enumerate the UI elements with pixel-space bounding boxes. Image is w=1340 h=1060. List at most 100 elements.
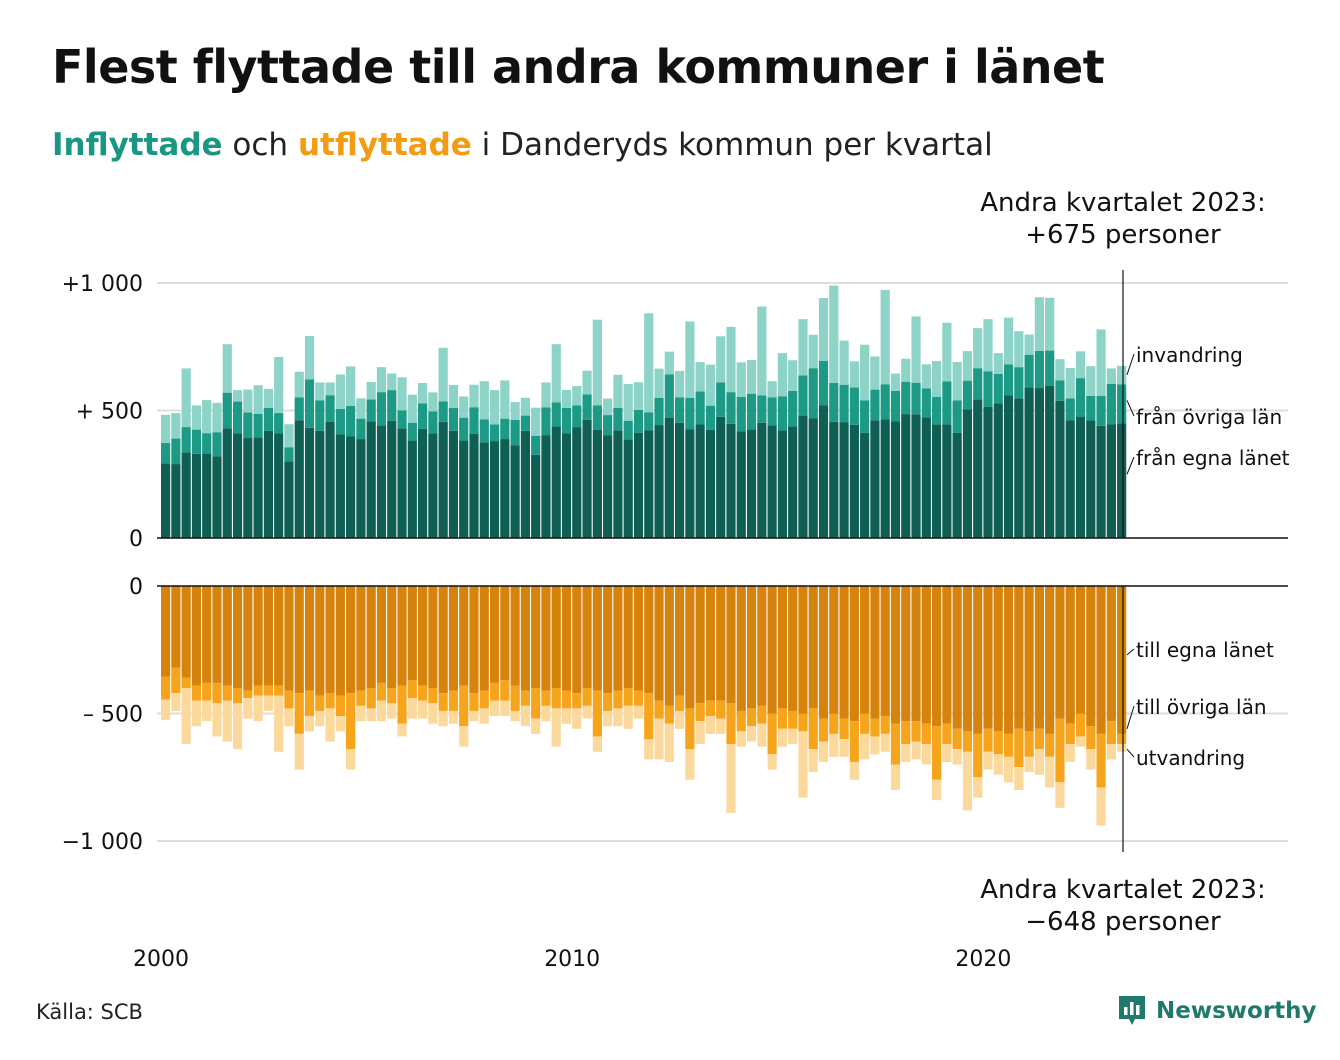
bar-utflyttade-ovriga-lan — [818, 718, 829, 742]
bar-utflyttade-utvandring — [376, 700, 387, 722]
bar-inflyttade-invandring — [1034, 297, 1044, 351]
annotation-utflyttade-line2: −648 personer — [1025, 907, 1221, 937]
bar-utflyttade-egna-lanet — [849, 586, 859, 722]
bar-utflyttade-utvandring — [304, 716, 315, 732]
bar-inflyttade-egna-lanet — [1117, 423, 1127, 538]
bar-inflyttade-egna-lanet — [274, 433, 284, 538]
bar-utflyttade-ovriga-lan — [716, 700, 726, 719]
bar-utflyttade-egna-lanet — [356, 586, 366, 691]
bar-inflyttade-egna-lanet — [829, 421, 839, 538]
bar-utflyttade-ovriga-lan — [993, 731, 1003, 755]
bar-utflyttade-egna-lanet — [376, 586, 387, 683]
bar-utflyttade-egna-lanet — [818, 586, 829, 719]
bar-inflyttade-invandring — [818, 298, 829, 361]
bar-utflyttade-egna-lanet — [325, 586, 335, 694]
bar-inflyttade-egna-lanet — [448, 430, 459, 538]
bar-utflyttade-egna-lanet — [459, 586, 469, 686]
bar-inflyttade-invandring — [633, 382, 644, 410]
bar-utflyttade-utvandring — [397, 723, 407, 737]
bar-utflyttade-egna-lanet — [161, 586, 171, 677]
bar-inflyttade-egna-lanet — [808, 418, 818, 538]
bar-inflyttade-egna-lanet — [1024, 387, 1034, 538]
bar-inflyttade-invandring — [284, 424, 294, 448]
bar-inflyttade-ovriga-lan — [685, 398, 695, 430]
bar-inflyttade-invandring — [952, 362, 962, 401]
bar-inflyttade-ovriga-lan — [263, 407, 273, 431]
bar-inflyttade-invandring — [798, 319, 808, 376]
bar-inflyttade-egna-lanet — [335, 434, 345, 538]
bar-inflyttade-egna-lanet — [418, 428, 428, 538]
bar-utflyttade-utvandring — [818, 741, 829, 762]
y-tick-label-lower: −1 000 — [62, 830, 143, 855]
bar-utflyttade-utvandring — [294, 733, 304, 770]
bar-utflyttade-utvandring — [438, 710, 448, 727]
bar-utflyttade-egna-lanet — [860, 586, 870, 714]
bar-inflyttade-egna-lanet — [325, 421, 335, 538]
bar-inflyttade-invandring — [921, 364, 931, 389]
bar-inflyttade-invandring — [191, 405, 202, 430]
bar-utflyttade-ovriga-lan — [418, 685, 428, 701]
bar-inflyttade-ovriga-lan — [932, 396, 942, 425]
bar-inflyttade-ovriga-lan — [212, 432, 222, 457]
bar-utflyttade-ovriga-lan — [191, 685, 202, 701]
y-tick-label-upper: + 500 — [76, 400, 143, 425]
bar-utflyttade-egna-lanet — [531, 586, 541, 688]
bar-inflyttade-invandring — [1106, 368, 1116, 384]
bar-inflyttade-egna-lanet — [541, 435, 551, 538]
bar-utflyttade-utvandring — [890, 764, 901, 790]
bar-inflyttade-ovriga-lan — [664, 374, 674, 418]
bar-utflyttade-ovriga-lan — [767, 713, 777, 755]
bar-utflyttade-ovriga-lan — [376, 682, 387, 701]
bar-inflyttade-ovriga-lan — [1003, 364, 1014, 396]
bar-utflyttade-ovriga-lan — [438, 693, 448, 711]
bar-utflyttade-utvandring — [181, 688, 191, 745]
bar-utflyttade-ovriga-lan — [685, 708, 695, 750]
bar-inflyttade-invandring — [1055, 359, 1065, 381]
bar-inflyttade-egna-lanet — [664, 417, 674, 538]
bar-inflyttade-egna-lanet — [222, 428, 232, 538]
bar-utflyttade-ovriga-lan — [1034, 728, 1044, 750]
bar-utflyttade-ovriga-lan — [592, 690, 602, 737]
bar-inflyttade-ovriga-lan — [757, 395, 767, 423]
bar-inflyttade-ovriga-lan — [1045, 350, 1055, 387]
bar-utflyttade-utvandring — [366, 708, 376, 722]
bar-inflyttade-egna-lanet — [479, 442, 489, 538]
bar-inflyttade-invandring — [397, 377, 407, 411]
bar-utflyttade-ovriga-lan — [161, 676, 171, 700]
bar-utflyttade-egna-lanet — [181, 586, 191, 678]
bar-utflyttade-egna-lanet — [489, 586, 500, 683]
bar-utflyttade-egna-lanet — [1003, 586, 1014, 734]
bar-utflyttade-egna-lanet — [294, 586, 304, 694]
bar-utflyttade-utvandring — [346, 749, 356, 770]
bar-utflyttade-egna-lanet — [397, 586, 407, 686]
bar-inflyttade-egna-lanet — [1096, 425, 1106, 538]
bar-utflyttade-utvandring — [644, 739, 654, 760]
bar-utflyttade-ovriga-lan — [510, 685, 520, 711]
bar-inflyttade-ovriga-lan — [397, 410, 407, 429]
bar-inflyttade-egna-lanet — [1014, 398, 1024, 538]
bar-utflyttade-egna-lanet — [428, 586, 438, 688]
bar-inflyttade-invandring — [572, 386, 582, 406]
bar-inflyttade-egna-lanet — [1075, 416, 1086, 538]
bar-inflyttade-invandring — [335, 374, 345, 409]
bar-utflyttade-utvandring — [387, 703, 397, 719]
bar-inflyttade-invandring — [613, 374, 623, 408]
bar-inflyttade-egna-lanet — [818, 405, 829, 538]
bar-inflyttade-egna-lanet — [551, 426, 561, 538]
bar-utflyttade-egna-lanet — [1106, 586, 1116, 722]
bar-utflyttade-ovriga-lan — [366, 688, 376, 709]
bar-inflyttade-ovriga-lan — [253, 413, 263, 438]
bar-inflyttade-invandring — [171, 413, 181, 439]
bar-utflyttade-egna-lanet — [541, 586, 551, 691]
bar-utflyttade-utvandring — [356, 705, 366, 722]
bar-inflyttade-ovriga-lan — [274, 413, 284, 434]
bar-utflyttade-ovriga-lan — [1003, 733, 1014, 757]
bar-inflyttade-egna-lanet — [202, 453, 212, 538]
bar-utflyttade-utvandring — [531, 718, 541, 734]
bar-utflyttade-egna-lanet — [243, 586, 253, 691]
bar-utflyttade-egna-lanet — [346, 586, 356, 694]
bar-utflyttade-egna-lanet — [911, 586, 921, 722]
bar-utflyttade-ovriga-lan — [675, 695, 685, 711]
bar-utflyttade-utvandring — [592, 736, 602, 752]
bar-utflyttade-egna-lanet — [890, 586, 901, 724]
